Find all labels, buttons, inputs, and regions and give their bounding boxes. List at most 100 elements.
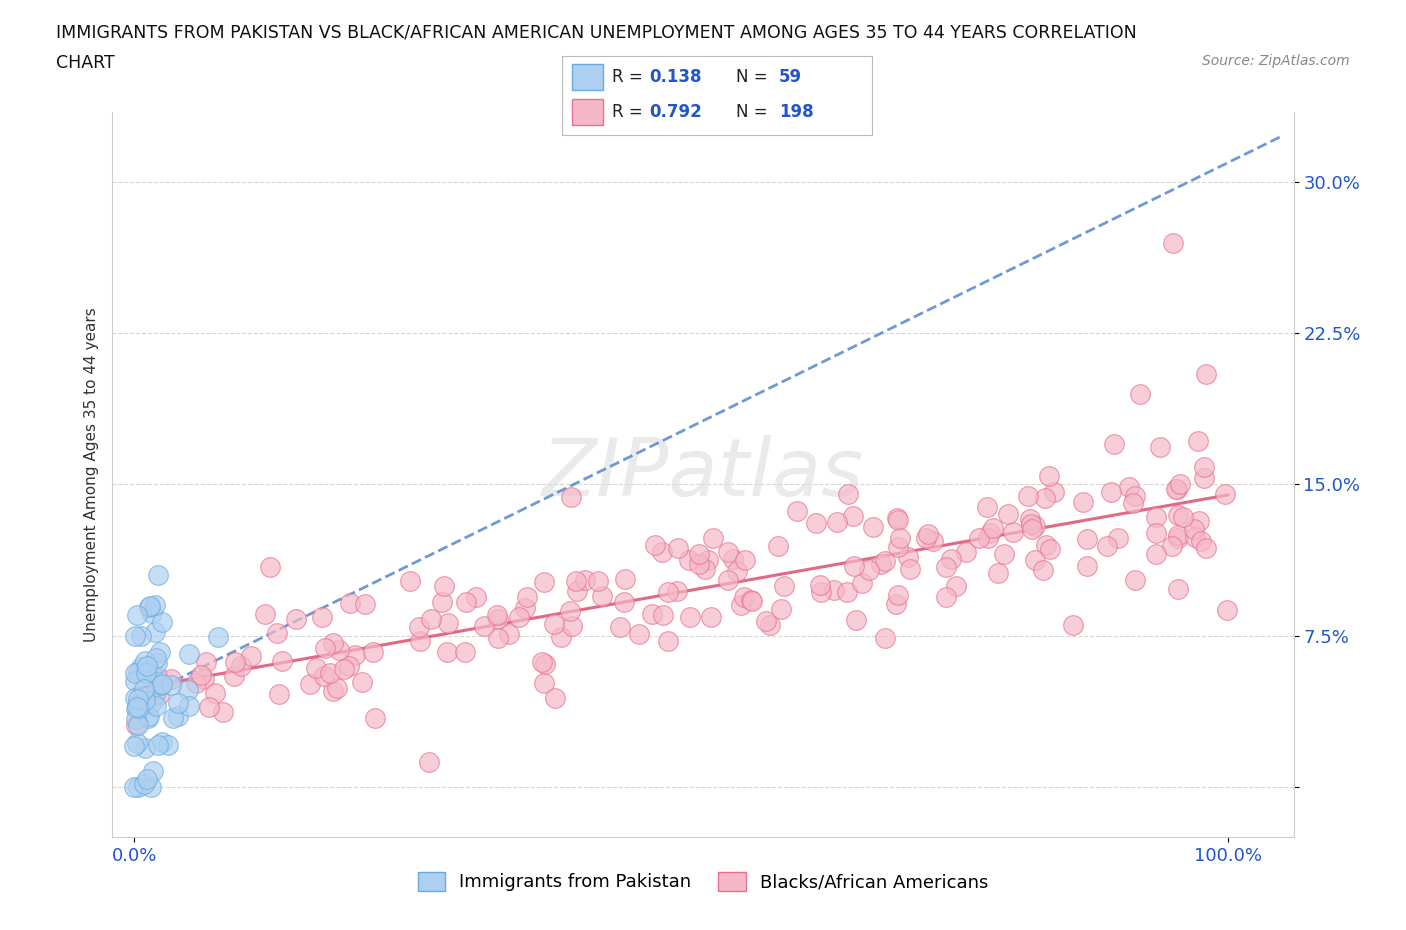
Point <box>212 704 235 719</box>
Point <box>145 651 167 666</box>
Point <box>350 674 373 689</box>
Point <box>224 655 246 670</box>
Text: Source: ZipAtlas.com: Source: ZipAtlas.com <box>1202 54 1350 68</box>
Point <box>333 662 356 677</box>
Point <box>981 521 1004 536</box>
Point <box>193 671 215 686</box>
Point <box>1122 496 1144 511</box>
Point <box>1102 436 1125 451</box>
Point <box>322 636 344 651</box>
Point <box>1076 559 1098 574</box>
Point <box>657 585 679 600</box>
Point <box>128 700 150 715</box>
Point <box>1123 488 1146 503</box>
Point <box>132 777 155 791</box>
Point <box>166 696 188 711</box>
Point <box>945 578 967 593</box>
Point <box>363 644 385 659</box>
Point <box>679 610 702 625</box>
Point <box>1195 541 1218 556</box>
Point <box>141 695 163 710</box>
Point <box>498 627 520 642</box>
Point <box>267 686 290 701</box>
Point <box>1019 512 1042 526</box>
Point <box>266 626 288 641</box>
Point <box>717 544 740 559</box>
Point <box>129 697 152 711</box>
Point <box>543 617 565 631</box>
Point <box>544 691 567 706</box>
Point <box>898 562 921 577</box>
Point <box>408 620 430 635</box>
Point <box>138 709 160 724</box>
Point <box>987 565 1010 580</box>
Point <box>1146 525 1168 540</box>
Point <box>134 693 156 708</box>
Point <box>127 699 149 714</box>
Point <box>190 668 212 683</box>
Point <box>149 644 172 659</box>
Point <box>1192 471 1215 485</box>
Point <box>1167 508 1189 523</box>
Point <box>322 684 344 698</box>
Point <box>1189 534 1212 549</box>
Point <box>125 608 148 623</box>
Point <box>1167 528 1189 543</box>
Point <box>134 681 156 696</box>
Point <box>734 552 756 567</box>
Point <box>627 627 650 642</box>
Point <box>1149 440 1171 455</box>
Point <box>150 614 173 629</box>
Point <box>485 607 508 622</box>
Point <box>162 711 184 725</box>
Text: 59: 59 <box>779 68 801 86</box>
Point <box>730 597 752 612</box>
Point <box>897 549 920 564</box>
Point <box>688 556 710 571</box>
Point <box>339 596 361 611</box>
Point <box>591 589 613 604</box>
Point <box>285 611 308 626</box>
Point <box>146 677 169 692</box>
Point <box>612 595 634 610</box>
Point <box>135 771 157 786</box>
Point <box>560 604 582 618</box>
Point <box>433 578 456 593</box>
Point <box>139 598 162 613</box>
Point <box>149 678 172 693</box>
Point <box>810 585 832 600</box>
Point <box>889 530 911 545</box>
Point <box>837 585 859 600</box>
Point <box>127 696 149 711</box>
Point <box>160 678 183 693</box>
Point <box>955 544 977 559</box>
Point <box>808 578 831 592</box>
Point <box>1035 538 1057 552</box>
Point <box>886 512 908 527</box>
Point <box>845 613 868 628</box>
Point <box>917 526 939 541</box>
Point <box>586 573 609 588</box>
Point <box>1195 366 1218 381</box>
Point <box>1118 480 1140 495</box>
Point <box>768 538 790 553</box>
Point <box>399 574 422 589</box>
Text: 0.138: 0.138 <box>650 68 702 86</box>
Point <box>651 545 673 560</box>
Point <box>915 531 938 546</box>
Point <box>1161 538 1184 553</box>
Text: 198: 198 <box>779 103 814 121</box>
Point <box>311 609 333 624</box>
Point <box>409 634 432 649</box>
Point <box>314 641 336 656</box>
Point <box>688 546 710 561</box>
Point <box>486 612 509 627</box>
Point <box>534 657 557 671</box>
Point <box>148 737 170 752</box>
Point <box>1017 489 1039 504</box>
Text: R =: R = <box>612 68 648 86</box>
Point <box>465 590 488 604</box>
Point <box>516 590 538 604</box>
Point <box>141 667 163 682</box>
Point <box>299 677 322 692</box>
